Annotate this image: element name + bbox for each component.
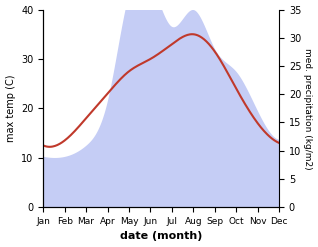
Y-axis label: med. precipitation (kg/m2): med. precipitation (kg/m2) (303, 48, 313, 169)
X-axis label: date (month): date (month) (120, 231, 202, 242)
Y-axis label: max temp (C): max temp (C) (5, 75, 16, 142)
